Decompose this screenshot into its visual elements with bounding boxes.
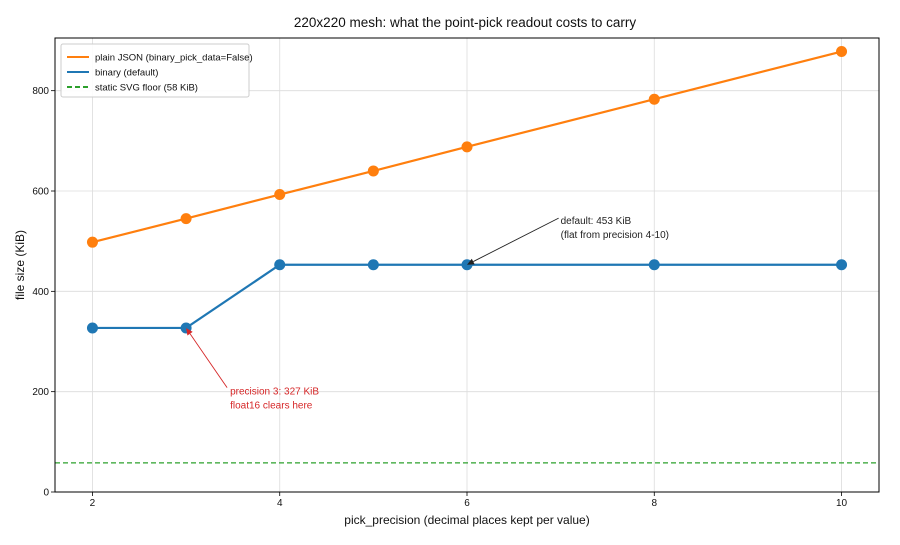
legend: plain JSON (binary_pick_data=False)binar… [60, 43, 253, 98]
y-axis-label: file size (KiB) [13, 230, 27, 300]
data-point-0 [180, 213, 192, 225]
annotation-text: precision 3: 327 KiB [230, 387, 319, 398]
annotation-text: (flat from precision 4-10) [561, 230, 669, 241]
legend-box [60, 43, 250, 98]
annotation-arrow [473, 217, 559, 262]
y-tick-label: 600 [32, 187, 49, 198]
y-tick-label: 800 [32, 86, 49, 97]
data-point-0 [367, 165, 379, 177]
annotations: default: 453 KiB (flat from precision 4-1… [186, 216, 669, 412]
data-point-0 [274, 189, 286, 201]
data-point-1 [367, 259, 379, 271]
axis-ticks: 2 4 6 8 10 0 200 400 600 800 [32, 86, 847, 509]
data-point-1 [86, 322, 98, 334]
x-tick-label: 10 [836, 498, 848, 509]
chart-title: 220x220 mesh: what the point-pick readou… [294, 15, 636, 30]
y-tick-label: 200 [32, 387, 49, 398]
data-point-1 [836, 259, 848, 271]
data-point-0 [461, 141, 473, 153]
data-point-1 [648, 259, 660, 271]
y-tick-label: 400 [32, 287, 49, 298]
data-point-0 [836, 46, 848, 58]
x-tick-label: 2 [90, 498, 96, 509]
x-tick-label: 4 [277, 498, 283, 509]
annotation-text: default: 453 KiB [561, 216, 632, 227]
data-point-1 [274, 259, 286, 271]
x-tick-label: 8 [651, 498, 657, 509]
legend-label: static SVG floor (58 KiB) [95, 83, 198, 94]
data-point-0 [648, 93, 660, 105]
annotation-arrowhead [186, 327, 193, 336]
annotation-arrow [189, 333, 228, 388]
x-axis-label: pick_precision (decimal places kept per … [344, 513, 589, 527]
legend-label: plain JSON (binary_pick_data=False) [95, 53, 253, 64]
x-tick-label: 6 [464, 498, 470, 509]
legend-label: binary (default) [95, 68, 158, 79]
data-point-0 [86, 236, 98, 248]
annotation-text: float16 clears here [230, 401, 313, 412]
y-tick-label: 0 [43, 488, 49, 499]
annotation-arrowhead [467, 258, 475, 265]
